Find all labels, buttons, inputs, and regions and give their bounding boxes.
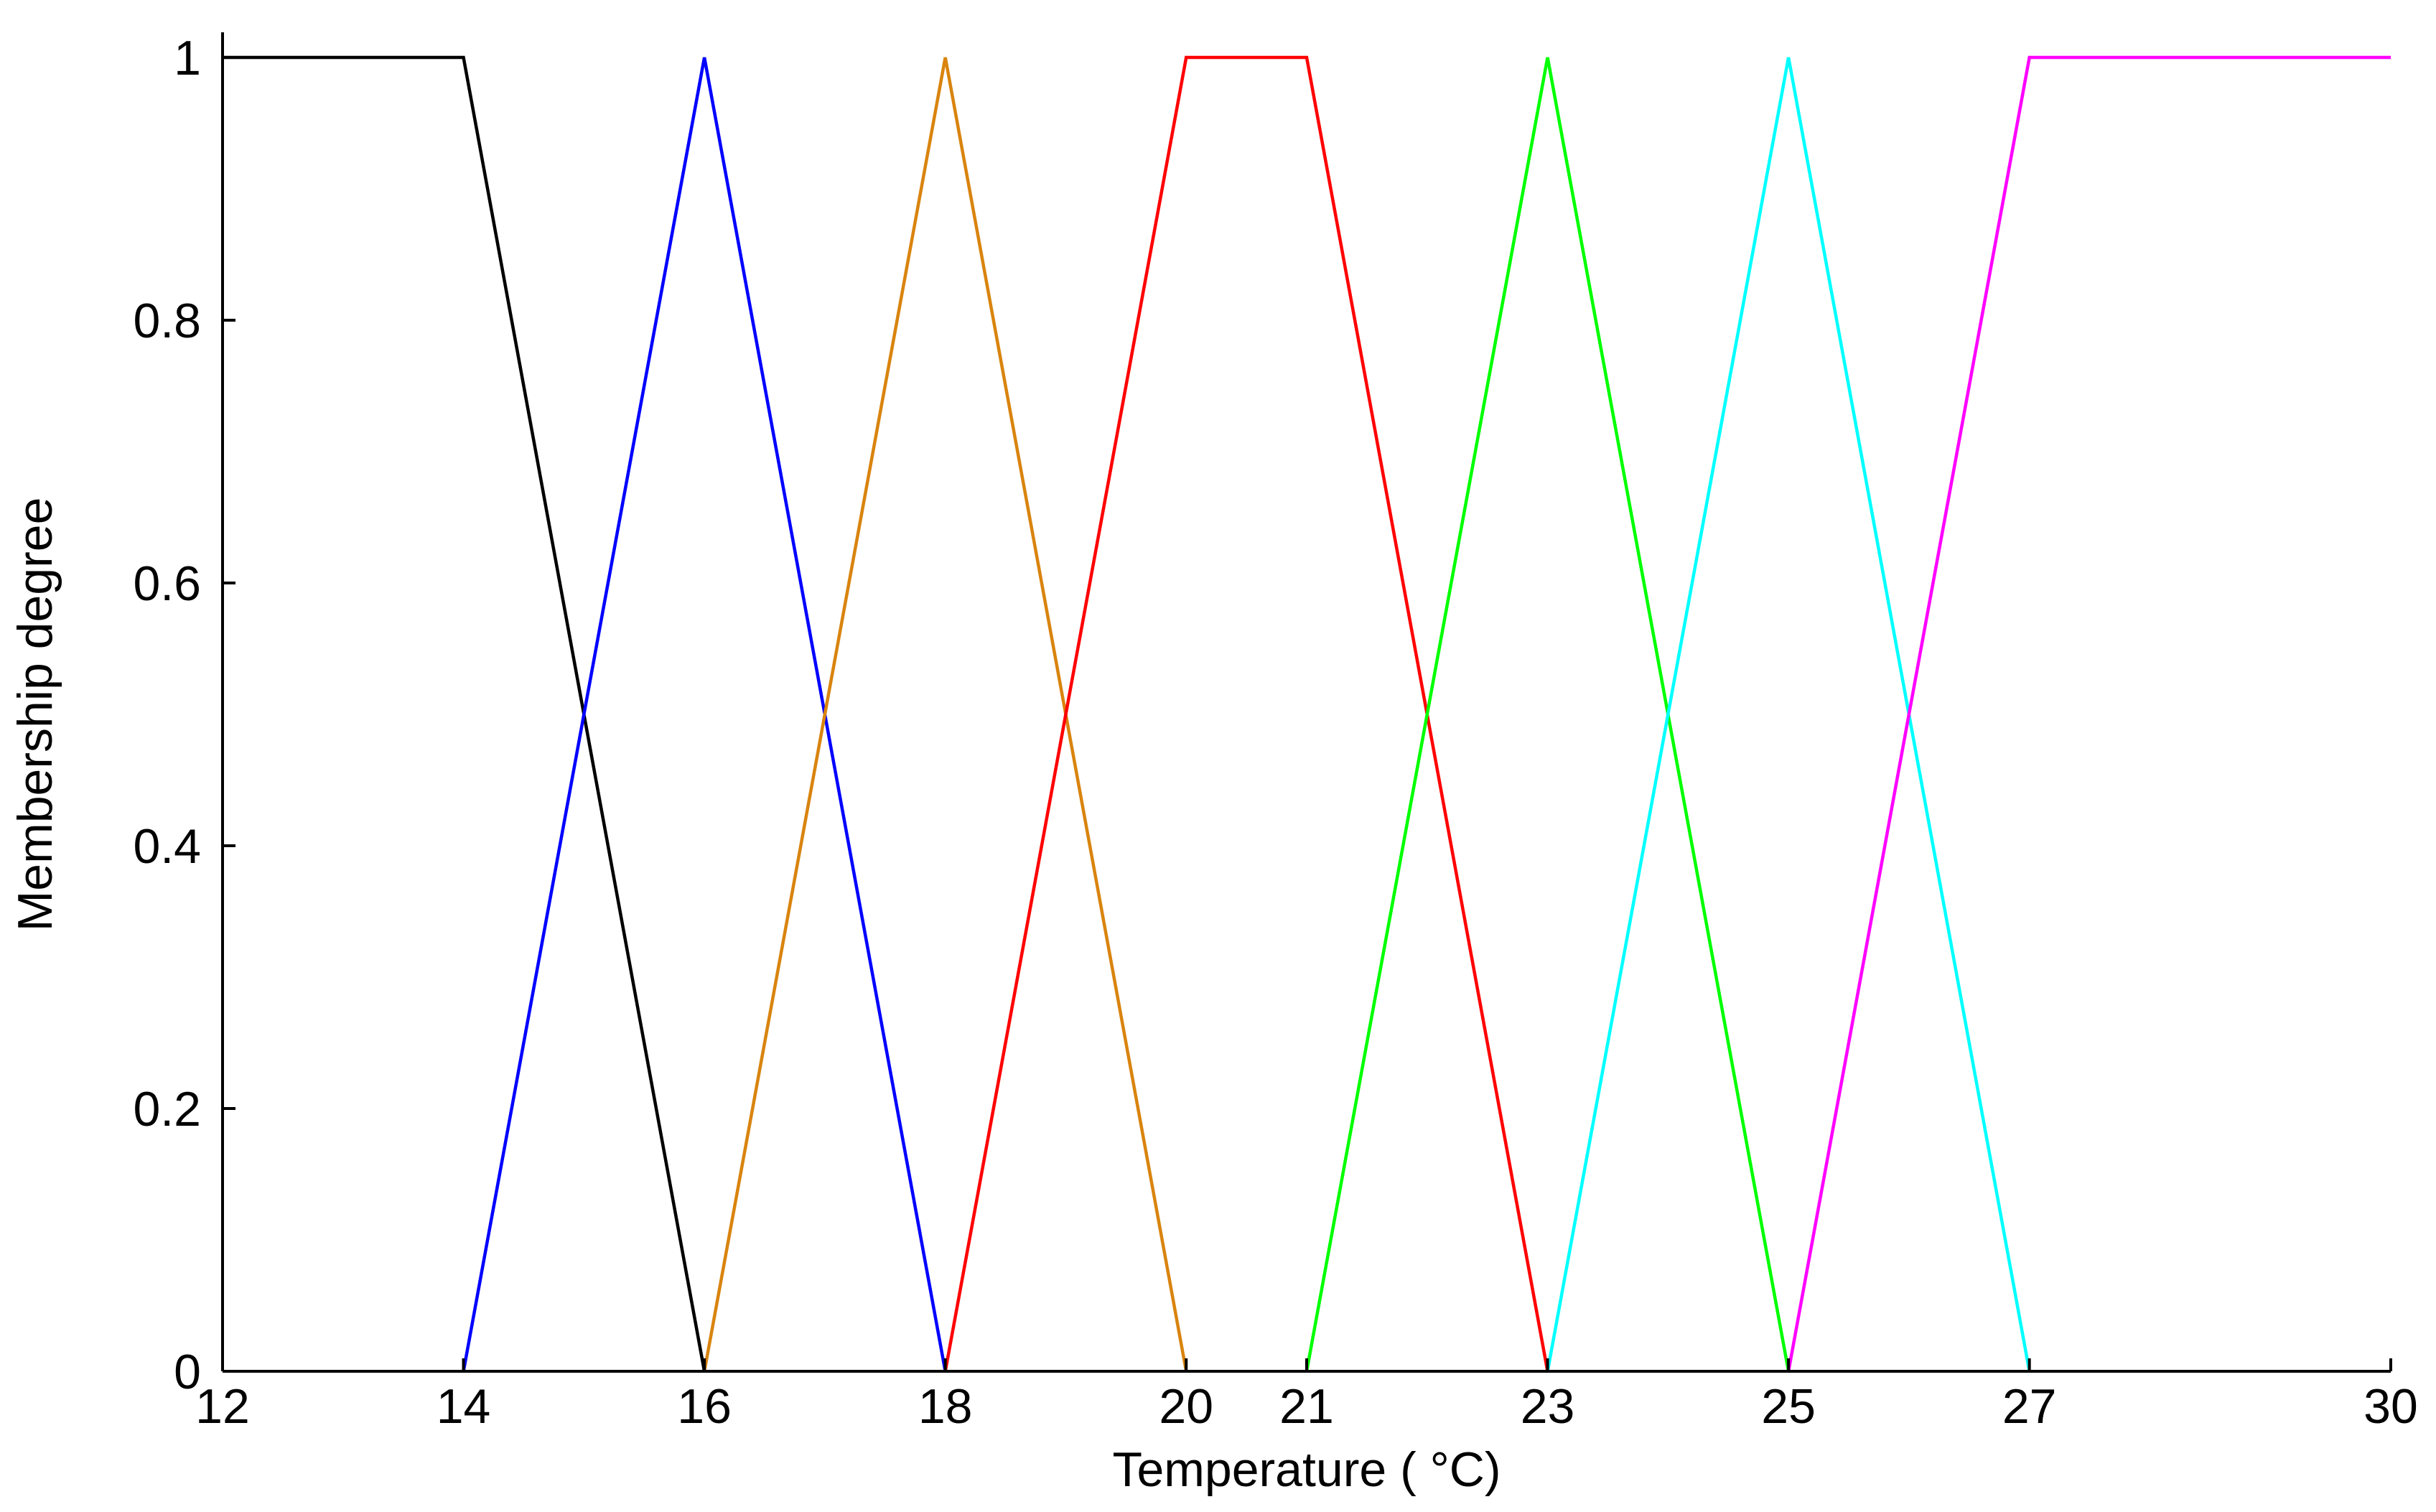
x-tick-label: 14 <box>437 1379 491 1434</box>
x-axis-label: Temperature ( °C) <box>1112 1442 1501 1497</box>
series-line-6 <box>1546 57 2031 1372</box>
series-line-7 <box>1786 55 2391 1372</box>
series-line-3 <box>702 57 1188 1372</box>
series-line-4 <box>943 55 1549 1372</box>
series-line-1 <box>223 55 706 1372</box>
y-tick-label: 1 <box>174 31 201 85</box>
x-tick-label: 20 <box>1159 1379 1213 1434</box>
x-tick-label: 25 <box>1761 1379 1816 1434</box>
y-tick-label: 0.4 <box>133 819 201 874</box>
axes <box>221 32 2391 1373</box>
x-tick-label: 23 <box>1521 1379 1575 1434</box>
x-tick-label: 18 <box>918 1379 973 1434</box>
series-line-2 <box>462 57 947 1372</box>
y-tick-label: 0 <box>174 1345 201 1399</box>
series-line-5 <box>1305 57 1791 1372</box>
y-axis-label: Membership degree <box>8 498 62 932</box>
x-tick-label: 12 <box>195 1379 250 1434</box>
y-axis-ticks: 0 0.2 0.4 0.6 0.8 1 <box>133 31 235 1399</box>
x-tick-label: 16 <box>677 1379 732 1434</box>
x-tick-label: 27 <box>2002 1379 2057 1434</box>
x-axis-ticks: 12 14 16 18 20 21 23 25 27 30 <box>195 1358 2418 1434</box>
y-tick-label: 0.6 <box>133 556 201 611</box>
x-tick-label: 30 <box>2363 1379 2418 1434</box>
y-tick-label: 0.2 <box>133 1082 201 1137</box>
y-tick-label: 0.8 <box>133 294 201 348</box>
x-tick-label: 21 <box>1279 1379 1334 1434</box>
series-layer <box>223 55 2391 1372</box>
